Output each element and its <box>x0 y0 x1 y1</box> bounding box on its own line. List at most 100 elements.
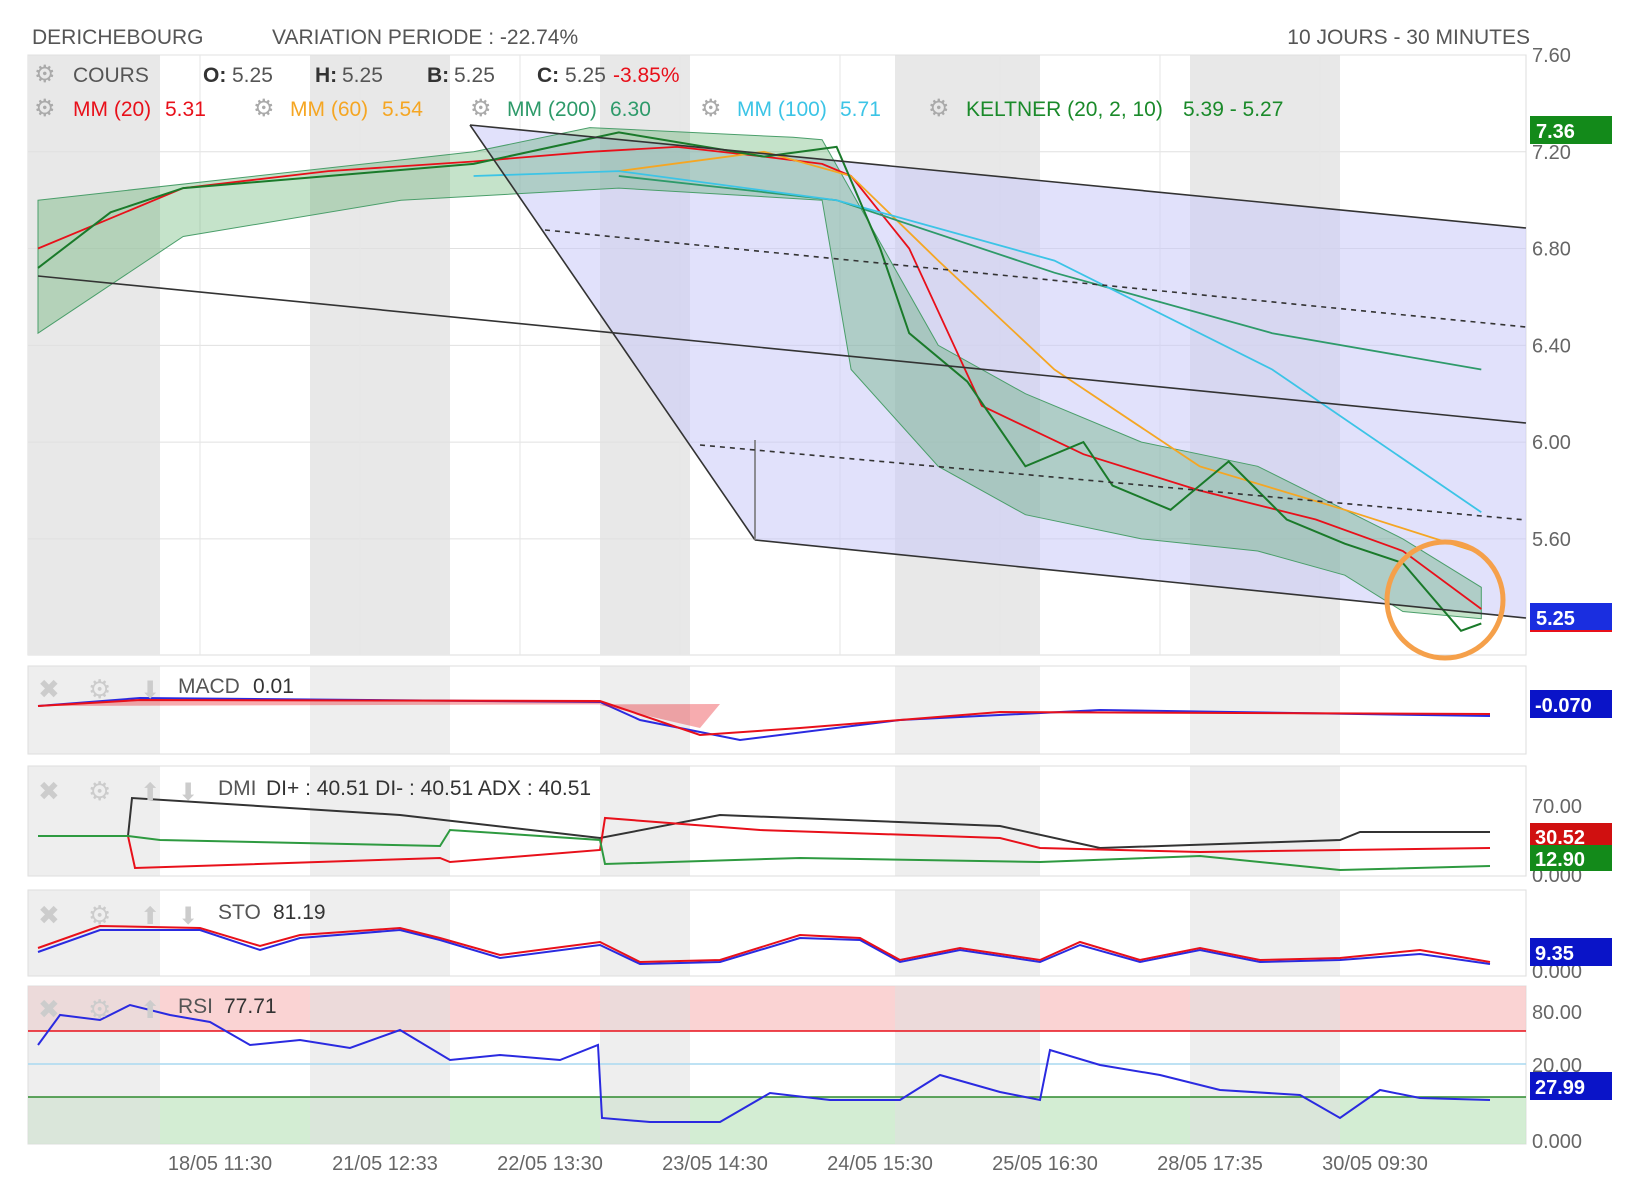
gear-icon[interactable]: ⚙ <box>34 61 56 88</box>
x-tick-label: 18/05 11:30 <box>168 1153 272 1175</box>
x-axis-labels: 18/05 11:30 21/05 12:33 22/05 13:30 23/05 1… <box>168 1153 1428 1175</box>
sto-d-line <box>37 924 1491 964</box>
day-shade <box>28 766 160 876</box>
y-tick-label: 6.00 <box>1532 432 1571 454</box>
arrow-down-icon[interactable]: ⬇ <box>178 903 198 930</box>
gear-icon[interactable]: ⚙ <box>928 95 950 122</box>
low-label: B: <box>427 64 449 87</box>
x-tick-label: 28/05 17:35 <box>1157 1153 1263 1175</box>
day-shade <box>1190 890 1340 976</box>
close-icon[interactable]: ✖ <box>38 994 60 1024</box>
gear-icon[interactable]: ⚙ <box>34 95 56 122</box>
rsi-tick-0: 0.000 <box>1532 1131 1582 1153</box>
day-shade <box>895 986 1040 1144</box>
mm100-value: 5.71 <box>840 98 881 121</box>
mm200-value: 6.30 <box>610 98 651 121</box>
day-shade <box>28 986 160 1144</box>
mm20-value: 5.31 <box>165 98 206 121</box>
current-price-value: 5.25 <box>1536 608 1575 630</box>
open-value: 5.25 <box>232 64 273 87</box>
rsi-badge-value: 27.99 <box>1535 1077 1585 1099</box>
arrow-up-icon[interactable]: ⬆ <box>140 779 160 806</box>
day-shade <box>310 666 450 754</box>
macd-label: MACD <box>178 675 240 698</box>
dmi-label: DMI <box>218 777 257 800</box>
period-label: 10 JOURS - 30 MINUTES <box>1287 26 1530 49</box>
macd-histogram <box>38 700 720 728</box>
dmi-badge-red-value: 30.52 <box>1535 827 1585 849</box>
keltner-value: 5.39 - 5.27 <box>1183 98 1283 121</box>
dmi-panel: ✖ ⚙ ⬆ ⬇ DMI DI+ : 40.51 DI- : 40.51 ADX … <box>27 765 1612 887</box>
close-icon[interactable]: ✖ <box>38 900 60 930</box>
gear-icon[interactable]: ⚙ <box>88 674 111 704</box>
day-shade <box>1190 766 1340 876</box>
low-value: 5.25 <box>454 64 495 87</box>
mm60-label: MM (60) <box>290 98 368 121</box>
rsi-panel: ✖ ⚙ ⬆ RSI 77.71 80.00 20.00 0.000 27.99 <box>27 985 1612 1153</box>
rsi-value: 77.71 <box>224 995 277 1018</box>
x-tick-label: 25/05 16:30 <box>992 1153 1098 1175</box>
gear-icon[interactable]: ⚙ <box>253 95 275 122</box>
sto-k-line <box>37 928 1491 966</box>
day-shade <box>600 986 690 1144</box>
sto-panel: ✖ ⚙ ⬆ ⬇ STO 81.19 0.000 9.35 <box>27 889 1612 983</box>
day-shade <box>28 55 160 655</box>
legend-cours: ⚙ COURS O: 5.25 H: 5.25 B: 5.25 C: 5.25 … <box>34 61 680 88</box>
mm100-line <box>473 170 1482 514</box>
dmi-badge-red <box>1530 823 1612 849</box>
mm200-line <box>618 175 1482 371</box>
trendline-mid-dashed <box>544 229 1527 328</box>
current-price-badge <box>1530 603 1612 631</box>
close-label: C: <box>537 64 559 87</box>
dmi-badge-green <box>1530 845 1612 871</box>
mm20-label: MM (20) <box>73 98 151 121</box>
day-shade <box>895 666 1040 754</box>
day-shade <box>1190 986 1340 1144</box>
sto-label: STO <box>218 901 261 924</box>
high-value: 5.25 <box>342 64 383 87</box>
rsi-tick-20: 20.00 <box>1532 1055 1582 1077</box>
arrow-down-icon[interactable]: ⬇ <box>178 779 198 806</box>
trendline-diagonal <box>469 124 756 541</box>
day-shade <box>310 986 450 1144</box>
arrow-down-icon[interactable]: ⬇ <box>140 677 160 704</box>
gear-icon[interactable]: ⚙ <box>88 776 111 806</box>
gear-icon[interactable]: ⚙ <box>88 900 111 930</box>
macd-badge <box>1530 690 1612 718</box>
keltner-label: KELTNER (20, 2, 10) <box>966 98 1163 121</box>
x-tick-label: 23/05 14:30 <box>662 1153 768 1175</box>
mm60-value: 5.54 <box>382 98 423 121</box>
dmi-tick-70: 70.00 <box>1532 796 1582 818</box>
trend-lines <box>37 124 1527 619</box>
rsi-badge <box>1530 1072 1612 1100</box>
sto-value: 81.19 <box>273 901 326 924</box>
mm20-line <box>37 145 1482 610</box>
day-shade <box>895 766 1040 876</box>
gear-icon[interactable]: ⚙ <box>88 994 111 1024</box>
x-tick-label: 22/05 13:30 <box>497 1153 603 1175</box>
arrow-up-icon[interactable]: ⬆ <box>140 997 160 1024</box>
x-tick-label: 30/05 09:30 <box>1322 1153 1428 1175</box>
y-tick-label: 5.60 <box>1532 529 1571 551</box>
trendline-upper <box>469 124 1527 229</box>
cours-label: COURS <box>73 64 149 87</box>
di-minus-line <box>38 816 1491 870</box>
gear-icon[interactable]: ⚙ <box>470 95 492 122</box>
high-badge <box>1530 116 1612 144</box>
close-icon[interactable]: ✖ <box>38 776 60 806</box>
y-tick-label: 6.80 <box>1532 239 1571 261</box>
gear-icon[interactable]: ⚙ <box>700 95 722 122</box>
mm200-label: MM (200) <box>507 98 597 121</box>
close-icon[interactable]: ✖ <box>38 674 60 704</box>
day-shade <box>895 890 1040 976</box>
symbol-label: DERICHEBOURG <box>32 26 204 49</box>
rsi-line <box>37 1003 1491 1123</box>
y-tick-label: 6.40 <box>1532 335 1571 357</box>
day-shade <box>310 55 450 655</box>
highlight-circle <box>1384 539 1506 661</box>
x-tick-label: 21/05 12:33 <box>332 1153 438 1175</box>
sto-badge <box>1530 938 1612 966</box>
arrow-up-icon[interactable]: ⬆ <box>140 903 160 930</box>
day-shade <box>28 666 160 754</box>
